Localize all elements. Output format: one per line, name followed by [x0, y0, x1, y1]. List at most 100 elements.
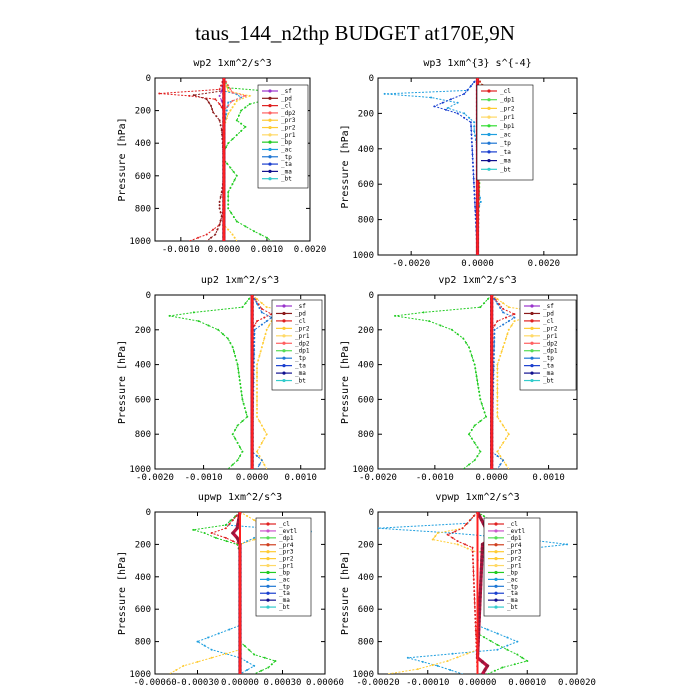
marker-pr2	[256, 411, 258, 414]
marker-pr2	[256, 387, 258, 390]
legend-marker	[494, 598, 498, 602]
marker-bp	[270, 663, 273, 666]
marker-cl	[472, 515, 475, 518]
marker-tp	[493, 349, 496, 352]
legend-marker	[282, 304, 286, 308]
marker-ta	[469, 121, 472, 124]
legend-label: _dp1	[279, 535, 294, 542]
legend-marker	[266, 522, 270, 526]
panels: wp2 1xm^2/s^3 Pressure [hPa] 0 200 400 600 800…	[117, 58, 596, 688]
plot-frame	[154, 77, 311, 242]
marker-ac	[228, 628, 231, 631]
legend-label: _ac	[500, 132, 511, 139]
legend-marker	[268, 96, 272, 100]
y-tick-label: 200	[358, 326, 374, 336]
marker-sum	[485, 664, 490, 668]
y-axis-label: Pressure [hPa]	[340, 551, 351, 635]
marker-cl	[454, 530, 457, 533]
marker-pr2	[265, 328, 268, 331]
marker-pr2	[175, 668, 178, 671]
marker-ta	[473, 193, 476, 196]
marker-pd	[192, 94, 195, 97]
legend-label: _ac	[279, 576, 290, 583]
marker-bp	[462, 337, 465, 340]
marker-bp	[238, 375, 241, 378]
marker-sf	[218, 94, 221, 97]
legend-marker	[487, 141, 491, 145]
marker-bp	[237, 114, 240, 117]
marker-ac	[474, 134, 477, 137]
marker-cl	[471, 550, 474, 553]
marker-cl	[496, 320, 499, 323]
legend-marker	[266, 543, 270, 547]
marker-bp	[241, 420, 244, 423]
marker-cl	[474, 621, 477, 624]
marker-pr2	[496, 387, 499, 390]
y-tick-label: 1000	[352, 670, 374, 680]
y-tick-label: 600	[358, 180, 374, 190]
marker-bp	[244, 225, 247, 228]
marker-bp	[467, 433, 470, 436]
marker-bp	[483, 411, 486, 414]
panel-title: wp2 1xm^2/s^3	[193, 58, 271, 69]
figure-title: taus_144_n2thp BUDGET at170E,9N	[195, 21, 515, 45]
series-ta	[432, 78, 478, 255]
panel-4: vp2 1xm^2/s^3 Pressure [hPa] 0 200 400 600 800…	[340, 275, 578, 483]
marker-ta	[441, 101, 444, 104]
marker-bp	[474, 371, 477, 374]
x-tick-label: 0.00020	[558, 678, 596, 688]
marker-bp	[235, 119, 238, 122]
legend-label: _tp	[500, 140, 511, 147]
x-tick-label: 0.00010	[508, 678, 546, 688]
marker-pr2	[224, 652, 227, 655]
marker-pd	[220, 191, 223, 194]
marker-bp	[234, 428, 237, 431]
legend-marker	[268, 155, 272, 159]
marker-sum	[478, 587, 483, 591]
marker-bp	[394, 314, 397, 317]
marker-ac	[516, 640, 519, 643]
marker-pr2	[225, 85, 228, 88]
legend-marker	[282, 356, 286, 360]
legend-label: _bt	[279, 604, 290, 611]
legend-label: _dp1	[507, 535, 522, 542]
marker-bp	[473, 424, 476, 427]
marker-bp	[478, 394, 481, 397]
marker-tp	[499, 463, 502, 466]
marker-bp	[472, 359, 475, 362]
legend-label: _bt	[295, 378, 306, 385]
y-axis-label: Pressure [hPa]	[117, 551, 128, 635]
marker-pr2	[260, 302, 263, 305]
legend-marker	[494, 557, 498, 561]
marker-bp	[496, 643, 499, 646]
legend-label: _pr1	[279, 563, 294, 570]
legend-label: _pr3	[279, 549, 294, 556]
marker-bp	[232, 170, 235, 173]
legend-marker	[530, 349, 534, 353]
y-tick-label: 0	[369, 74, 374, 84]
y-tick-label: 400	[358, 361, 374, 371]
legend-marker	[494, 591, 498, 595]
marker-sf	[220, 90, 223, 93]
legend-marker	[268, 162, 272, 166]
marker-ac	[449, 668, 452, 671]
y-axis-label: Pressure [hPa]	[117, 340, 128, 424]
marker-pd	[218, 204, 221, 207]
marker-pr2	[231, 106, 234, 109]
marker-cl	[253, 324, 256, 327]
marker-tp	[496, 454, 499, 457]
marker-pr2	[259, 350, 262, 353]
marker-cl	[218, 88, 221, 91]
marker-dp2	[231, 99, 234, 102]
marker-bp	[235, 174, 238, 177]
marker-ta	[471, 145, 474, 148]
legend-marker	[268, 133, 272, 137]
marker-bp	[225, 146, 228, 149]
y-tick-label: 800	[358, 430, 374, 440]
legend-label: _sf	[543, 303, 554, 310]
marker-pr2	[499, 420, 502, 423]
marker-pr2	[233, 103, 236, 106]
legend: _sf_pd_cl_pr2_pr1_dp2_dp1_tp_ta_ma_bt	[271, 299, 323, 391]
marker-sum	[477, 611, 482, 615]
marker-ta	[471, 161, 474, 164]
